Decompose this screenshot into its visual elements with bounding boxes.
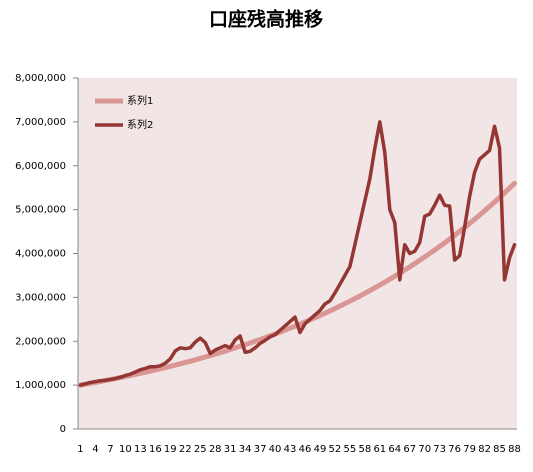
x-tick-label: 58 (358, 444, 371, 455)
legend-label: 系列2 (127, 118, 153, 131)
x-tick-label: 70 (418, 444, 431, 455)
x-tick-label: 19 (164, 444, 177, 455)
y-tick-label: 7,000,000 (15, 117, 66, 128)
x-tick-label: 13 (134, 444, 147, 455)
x-tick-label: 52 (329, 444, 342, 455)
y-tick-label: 1,000,000 (15, 380, 66, 391)
x-tick-label: 46 (299, 444, 312, 455)
y-tick-label: 4,000,000 (15, 249, 66, 260)
x-tick-label: 7 (107, 444, 113, 455)
x-tick-label: 85 (493, 444, 506, 455)
y-tick-label: 3,000,000 (15, 292, 66, 303)
x-tick-label: 61 (373, 444, 386, 455)
y-tick-label: 2,000,000 (15, 336, 66, 347)
x-tick-label: 79 (463, 444, 476, 455)
x-tick-label: 88 (508, 444, 521, 455)
x-tick-label: 31 (224, 444, 237, 455)
x-tick-label: 4 (92, 444, 98, 455)
x-tick-label: 22 (179, 444, 192, 455)
y-tick-label: 5,000,000 (15, 205, 66, 216)
x-tick-label: 10 (119, 444, 132, 455)
x-tick-label: 34 (239, 444, 252, 455)
x-tick-label: 76 (448, 444, 461, 455)
x-tick-label: 16 (149, 444, 162, 455)
x-tick-label: 1 (77, 444, 83, 455)
x-tick-label: 82 (478, 444, 491, 455)
y-tick-label: 0 (60, 424, 66, 435)
x-tick-label: 40 (269, 444, 282, 455)
x-tick-label: 49 (314, 444, 327, 455)
x-tick-label: 28 (209, 444, 222, 455)
y-tick-label: 6,000,000 (15, 161, 66, 172)
x-tick-label: 55 (344, 444, 357, 455)
x-tick-label: 73 (433, 444, 446, 455)
y-tick-label: 8,000,000 (15, 73, 66, 84)
x-tick-label: 67 (403, 444, 416, 455)
legend-label: 系列1 (127, 94, 153, 107)
chart-title: 口座残高推移 (209, 8, 323, 31)
series-line (78, 120, 517, 387)
x-tick-label: 37 (254, 444, 267, 455)
x-tick-label: 43 (284, 444, 297, 455)
x-tick-label: 64 (388, 444, 401, 455)
x-tick-label: 25 (194, 444, 207, 455)
